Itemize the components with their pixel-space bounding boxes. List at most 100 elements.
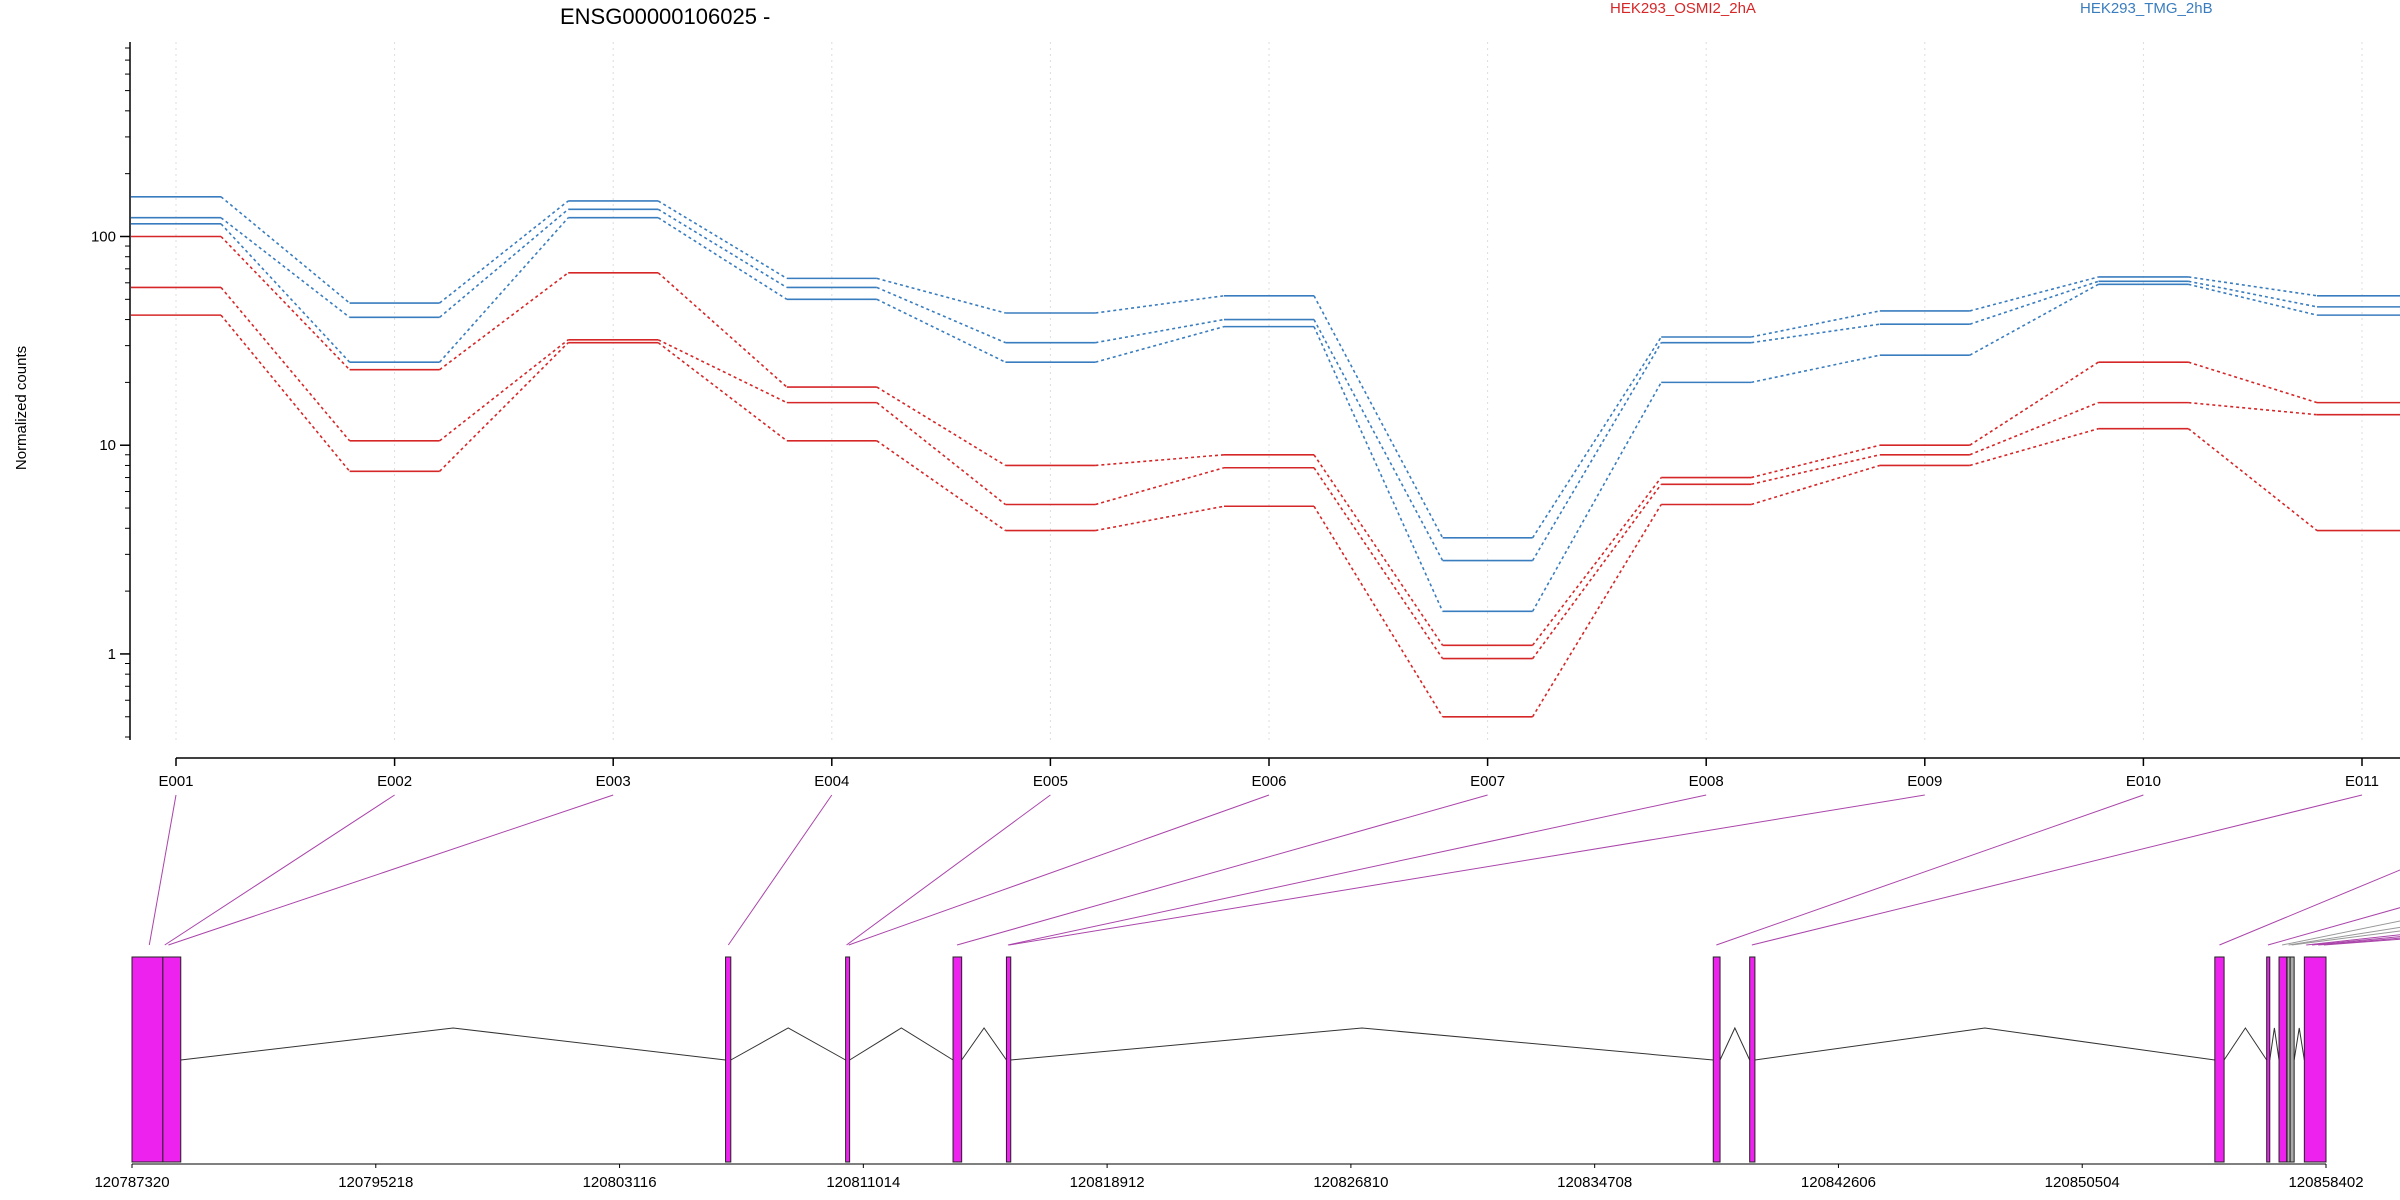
y-tick-label: 10 [99,437,116,454]
exon-block [845,956,851,1163]
exon-block-unused [2289,956,2295,1163]
genomic-tick-label: 120795218 [338,1174,413,1191]
series-connector [1095,318,1225,344]
x-tick-label: E003 [596,773,631,790]
series-connector [657,208,788,289]
series-connector [1313,295,1444,539]
exon-connector [148,794,177,946]
series-connector [1095,325,1225,363]
series-connector [1313,467,1444,660]
series-connector [876,286,1006,344]
exon-connector [168,794,614,946]
series-connector [876,298,1006,363]
series-connector [1095,505,1225,532]
series-line [131,314,2400,718]
series-connector [1751,444,1880,479]
intron-line [1719,1026,1751,1061]
x-tick-label: E001 [158,773,193,790]
series-connector [1969,283,2099,356]
exon-block [162,956,182,1163]
series-connector [1531,504,1662,718]
series-connector [2188,283,2318,316]
exon-block [725,956,732,1163]
series-connector [876,277,1006,314]
series-connector [220,223,351,363]
series-connector [1969,280,2099,325]
exon-connector [848,794,1270,946]
exon-connector [2219,869,2400,946]
exon-connector [1751,794,2363,946]
exon-block [2303,956,2327,1163]
series-line [131,208,2400,562]
exon-block [1712,956,1721,1163]
series-connector [2187,428,2318,532]
exon-connector [2323,938,2400,946]
series-connector [2188,280,2318,308]
series-connector [657,342,788,442]
legend-label-osmi2: HEK293_OSMI2_2hA [1610,0,1756,17]
series-connector [657,339,788,404]
chart-title: ENSG00000106025 - [560,4,770,29]
series-connector [1531,477,1662,646]
exon-connector-lines [148,794,2400,946]
series-connector [439,272,569,371]
genomic-tick-label: 120834708 [1557,1174,1632,1191]
exon-connector [727,794,833,946]
series-connector [220,196,351,304]
series-connector [1313,326,1444,612]
x-tick-label: E011 [2345,773,2379,790]
series-connector [220,235,351,371]
series-connector [657,200,788,280]
series-connector [1969,401,2099,456]
exon-block [952,956,963,1163]
y-tick-label: 1 [108,646,116,663]
intron-line [2223,1027,2268,1061]
y-axis-label: Normalized counts [13,346,30,470]
genomic-tick-label: 120858402 [2288,1174,2363,1191]
legend-label-tmg: HEK293_TMG_2hB [2080,0,2213,17]
exon-block [2266,956,2271,1163]
series-connector [220,314,351,472]
series-connector [2188,401,2318,416]
intron-line [2293,1027,2305,1061]
series-connector [657,272,788,388]
exon-connector [2288,926,2400,946]
series-connector [1751,354,1880,384]
genomic-tick-label: 120811014 [826,1174,900,1191]
intron-line [849,1027,954,1061]
exon-connector [164,794,395,946]
exon-connector [2282,920,2400,946]
exon-block [1749,956,1756,1163]
series-connector [439,342,569,472]
genomic-tick-label: 120826810 [1313,1174,1388,1191]
exon-connector [1716,794,2144,946]
x-tick-label: E005 [1033,773,1068,790]
gene-model [131,956,2327,1163]
x-tick-label: E009 [1907,773,1942,790]
series-connector [1751,323,1880,344]
intron-line [2269,1027,2280,1061]
genomic-tick-label: 120818912 [1070,1174,1145,1191]
series-connector [1751,310,1880,338]
genomic-tick-label: 120787320 [94,1174,169,1191]
exon-connector [846,794,1051,946]
exon-block [2278,956,2288,1163]
series-connector [1750,464,1881,506]
series-connector [439,200,569,304]
x-tick-label: E006 [1251,773,1286,790]
series-connector [1531,483,1662,660]
intron-line [1010,1027,1714,1061]
series-line [131,286,2400,660]
vertical-grid [175,42,2363,740]
x-tick-label: E010 [2126,773,2161,790]
series-connector [1751,453,1880,486]
series-connector [439,217,569,363]
series-connector [1969,276,2099,312]
series-connector [1531,342,1662,562]
genomic-tick-label: 120850504 [2045,1174,2120,1191]
series-line [131,235,2400,647]
series-connector [876,440,1006,532]
y-axis: 1 10 100 [91,42,131,740]
exon-block [1005,956,1012,1163]
